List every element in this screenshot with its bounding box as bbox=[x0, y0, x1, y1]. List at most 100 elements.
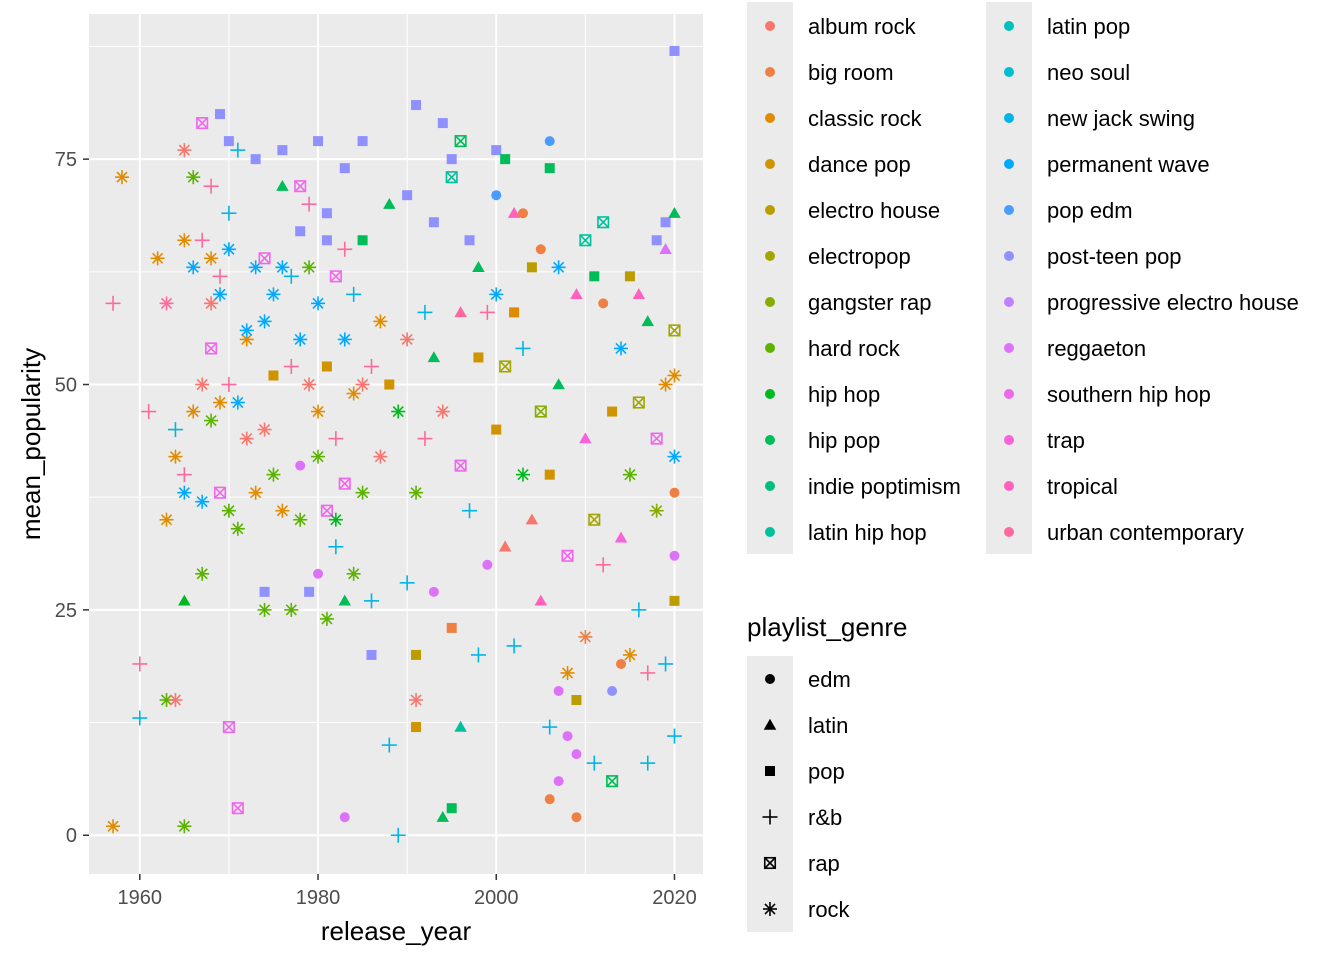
data-point bbox=[321, 235, 332, 246]
color-legend-label: dance pop bbox=[808, 152, 911, 177]
data-point bbox=[668, 206, 681, 218]
data-point bbox=[515, 467, 530, 482]
data-point bbox=[400, 332, 415, 347]
data-point bbox=[366, 649, 377, 660]
data-point bbox=[649, 503, 664, 518]
legend-key-dot bbox=[765, 435, 775, 445]
x-tick-label: 2020 bbox=[652, 887, 697, 909]
data-point bbox=[159, 512, 174, 527]
data-point bbox=[667, 368, 682, 383]
data-point bbox=[391, 404, 406, 419]
legend-key-dot bbox=[765, 205, 775, 215]
data-point bbox=[560, 665, 575, 680]
data-point bbox=[150, 251, 165, 266]
legend-key-dot bbox=[1004, 527, 1014, 537]
shape-legend-label: rock bbox=[808, 897, 851, 922]
data-point bbox=[268, 370, 279, 381]
legend-key-dot bbox=[1004, 343, 1014, 353]
data-point bbox=[446, 622, 457, 633]
shape-legend-label: r&b bbox=[808, 805, 842, 830]
legend-key-dot bbox=[765, 21, 775, 31]
legend-key-dot bbox=[1004, 159, 1014, 169]
data-point bbox=[616, 658, 627, 669]
data-point bbox=[454, 720, 467, 732]
data-point bbox=[454, 135, 467, 148]
color-legend-label: pop edm bbox=[1047, 198, 1133, 223]
data-point bbox=[446, 803, 457, 814]
color-legend-item: progressive electro house bbox=[1004, 290, 1299, 315]
data-point bbox=[284, 602, 299, 617]
data-point bbox=[277, 145, 288, 156]
data-point bbox=[313, 568, 324, 579]
data-point bbox=[276, 179, 289, 191]
data-point bbox=[177, 233, 192, 248]
data-point bbox=[454, 306, 467, 318]
data-point bbox=[658, 377, 673, 392]
data-point bbox=[624, 271, 635, 282]
data-point bbox=[552, 378, 565, 390]
data-point bbox=[417, 431, 433, 447]
data-point bbox=[257, 314, 272, 329]
data-point bbox=[311, 404, 326, 419]
data-point bbox=[293, 512, 308, 527]
data-point bbox=[589, 271, 600, 282]
legend-key-dot bbox=[765, 159, 775, 169]
color-legend-item: hip pop bbox=[765, 428, 880, 453]
data-point bbox=[204, 296, 219, 311]
data-point bbox=[411, 722, 422, 733]
data-point bbox=[491, 145, 502, 156]
data-point bbox=[212, 395, 227, 410]
legend-key-dot bbox=[1004, 205, 1014, 215]
data-point bbox=[204, 413, 219, 428]
data-point bbox=[231, 802, 244, 815]
data-point bbox=[132, 656, 148, 672]
data-point bbox=[373, 449, 388, 464]
color-legend-item: indie poptimism bbox=[765, 474, 961, 499]
color-legend-label: hip hop bbox=[808, 382, 880, 407]
legend-key-dot bbox=[765, 113, 775, 123]
color-legend-item: electro house bbox=[765, 198, 940, 223]
color-legend-label: classic rock bbox=[808, 106, 923, 131]
legend-key-shape bbox=[765, 766, 775, 776]
data-point bbox=[650, 432, 663, 445]
shape-legend-item: rock bbox=[763, 897, 851, 922]
data-point bbox=[266, 287, 281, 302]
shape-legend-label: edm bbox=[808, 667, 851, 692]
data-point bbox=[168, 693, 183, 708]
color-legend-label: hard rock bbox=[808, 336, 901, 361]
data-point bbox=[186, 170, 201, 185]
data-point bbox=[651, 235, 662, 246]
legend-key-dot bbox=[765, 527, 775, 537]
data-point bbox=[328, 512, 343, 527]
color-legend-label: southern hip hop bbox=[1047, 382, 1211, 407]
color-legend-column: latin pop neo soul new jack swing permanent… bbox=[986, 2, 1299, 554]
data-point bbox=[667, 449, 682, 464]
data-point bbox=[622, 647, 637, 662]
data-point bbox=[472, 261, 485, 272]
y-tick-label: 25 bbox=[55, 600, 77, 622]
data-point bbox=[239, 431, 254, 446]
data-point bbox=[500, 154, 511, 165]
legend-key-background bbox=[986, 2, 1032, 554]
data-point bbox=[313, 136, 324, 147]
color-legend-label: post-teen pop bbox=[1047, 244, 1182, 269]
data-point bbox=[106, 819, 121, 834]
color-legend-item: urban contemporary bbox=[1004, 520, 1244, 545]
legend-key-dot bbox=[765, 481, 775, 491]
data-point bbox=[266, 467, 281, 482]
data-point bbox=[259, 586, 270, 597]
legend-key-dot bbox=[1004, 21, 1014, 31]
shape-legend: playlist_genre edm latin pop r&b rap rock bbox=[747, 612, 907, 932]
color-legend-label: trap bbox=[1047, 428, 1085, 453]
legend-key-dot bbox=[765, 251, 775, 261]
data-point bbox=[283, 268, 299, 284]
color-legend-item: album rock bbox=[765, 14, 917, 39]
shape-legend-title: playlist_genre bbox=[747, 612, 907, 642]
data-point bbox=[409, 693, 424, 708]
data-point bbox=[606, 775, 619, 788]
data-point bbox=[212, 287, 227, 302]
color-legend-item: big room bbox=[765, 60, 894, 85]
data-point bbox=[222, 721, 235, 734]
data-point bbox=[640, 755, 656, 771]
data-point bbox=[535, 244, 546, 255]
